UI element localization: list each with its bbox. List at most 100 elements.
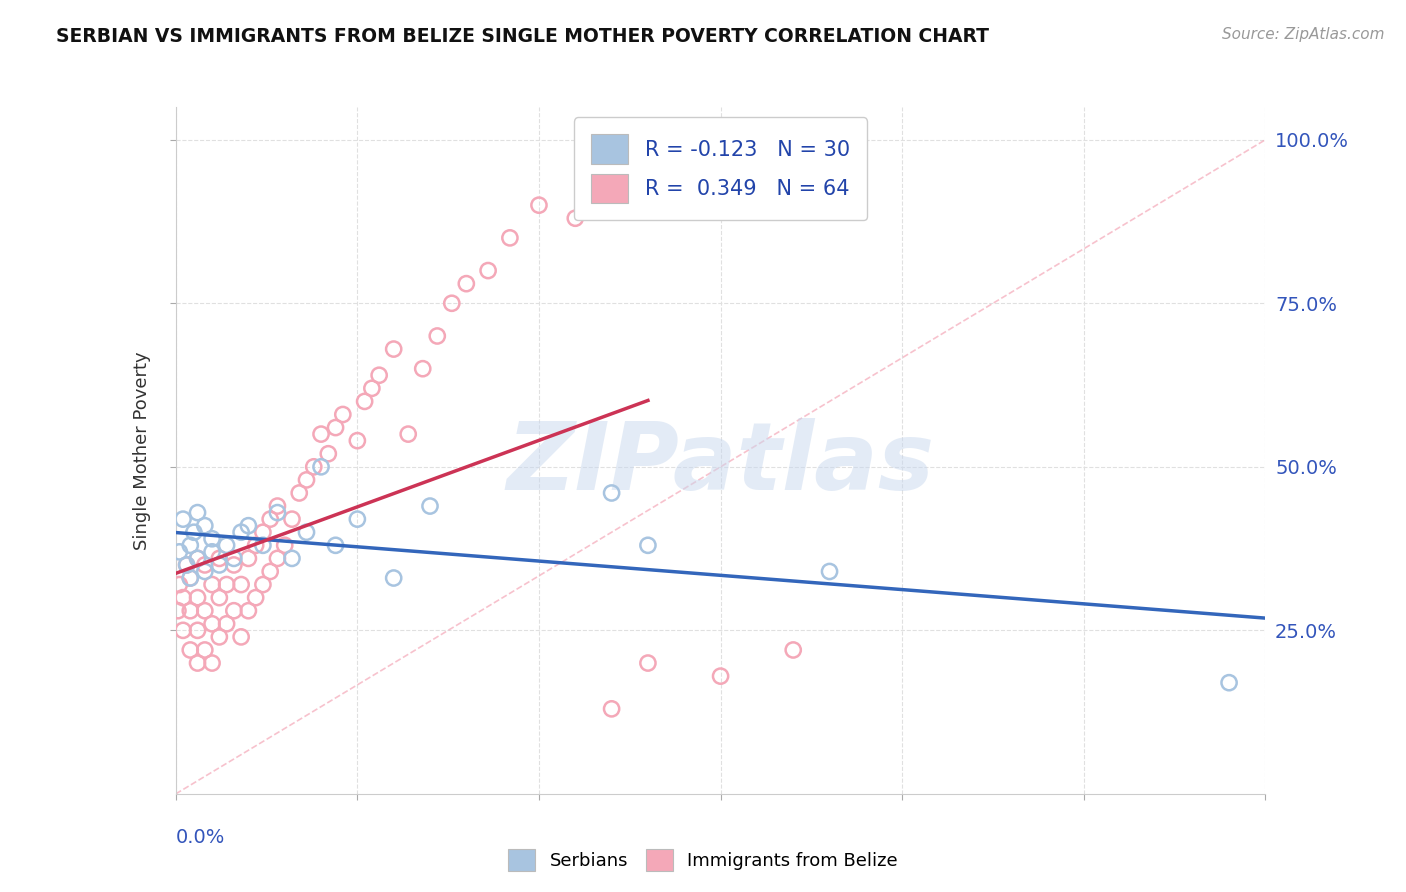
Y-axis label: Single Mother Poverty: Single Mother Poverty (134, 351, 152, 549)
Point (274, 538, 297, 552)
Point (201, 577, 224, 591)
Point (346, 434, 368, 448)
Point (215, 577, 238, 591)
Point (281, 512, 304, 526)
Point (201, 545, 224, 559)
Point (186, 624, 209, 638)
Point (201, 532, 224, 546)
Point (194, 604, 217, 618)
Point (818, 565, 841, 579)
Point (183, 525, 205, 540)
Point (179, 571, 201, 585)
Point (222, 558, 245, 572)
Point (186, 591, 209, 605)
Point (238, 604, 260, 618)
Point (208, 591, 231, 605)
Point (252, 577, 274, 591)
Point (325, 420, 347, 434)
Point (266, 499, 288, 513)
Point (222, 604, 245, 618)
Point (302, 459, 325, 474)
Point (309, 459, 332, 474)
Point (252, 538, 274, 552)
Point (169, 577, 191, 591)
Point (179, 643, 201, 657)
Point (288, 486, 311, 500)
Point (637, 656, 659, 670)
Point (172, 624, 194, 638)
Point (194, 565, 217, 579)
Point (194, 643, 217, 657)
Text: Source: ZipAtlas.com: Source: ZipAtlas.com (1222, 27, 1385, 42)
Point (179, 571, 201, 585)
Point (527, 198, 550, 212)
Point (266, 506, 288, 520)
Point (172, 591, 194, 605)
Point (396, 427, 419, 442)
Point (169, 545, 191, 559)
Point (186, 551, 209, 566)
Point (172, 512, 194, 526)
Point (353, 394, 375, 409)
Legend: Serbians, Immigrants from Belize: Serbians, Immigrants from Belize (501, 842, 905, 879)
Point (368, 368, 391, 383)
Point (194, 518, 217, 533)
Point (238, 518, 260, 533)
Point (440, 296, 463, 310)
Point (309, 427, 332, 442)
Point (231, 577, 253, 591)
Point (600, 702, 623, 716)
Point (215, 538, 238, 552)
Point (186, 551, 209, 566)
Point (222, 551, 245, 566)
Legend: R = -0.123   N = 30, R =  0.349   N = 64: R = -0.123 N = 30, R = 0.349 N = 64 (574, 118, 868, 220)
Point (167, 604, 190, 618)
Point (295, 525, 318, 540)
Point (215, 616, 238, 631)
Point (176, 558, 198, 572)
Point (456, 277, 478, 291)
Text: SERBIAN VS IMMIGRANTS FROM BELIZE SINGLE MOTHER POVERTY CORRELATION CHART: SERBIAN VS IMMIGRANTS FROM BELIZE SINGLE… (56, 27, 990, 45)
Point (346, 512, 368, 526)
Point (412, 361, 434, 376)
Point (208, 558, 231, 572)
Point (477, 263, 499, 277)
Point (426, 329, 449, 343)
Point (208, 551, 231, 566)
Point (208, 630, 231, 644)
Point (252, 525, 274, 540)
Point (179, 538, 201, 552)
Point (710, 669, 733, 683)
Point (245, 538, 267, 552)
Point (419, 499, 441, 513)
Point (564, 211, 586, 226)
Point (1218, 675, 1240, 690)
Point (238, 551, 260, 566)
Point (360, 381, 382, 395)
Point (231, 630, 253, 644)
Point (782, 643, 804, 657)
Point (382, 342, 405, 356)
Point (382, 571, 405, 585)
Point (179, 604, 201, 618)
Text: 0.0%: 0.0% (176, 828, 225, 847)
Point (318, 447, 340, 461)
Point (194, 558, 217, 572)
Point (259, 512, 281, 526)
Point (266, 551, 288, 566)
Point (281, 551, 304, 566)
Point (201, 656, 224, 670)
Point (176, 558, 198, 572)
Point (325, 538, 347, 552)
Point (186, 506, 209, 520)
Point (600, 486, 623, 500)
Point (295, 473, 318, 487)
Point (231, 525, 253, 540)
Point (186, 656, 209, 670)
Point (499, 231, 522, 245)
Text: ZIPatlas: ZIPatlas (506, 418, 935, 510)
Point (637, 538, 659, 552)
Point (245, 591, 267, 605)
Point (259, 565, 281, 579)
Point (201, 616, 224, 631)
